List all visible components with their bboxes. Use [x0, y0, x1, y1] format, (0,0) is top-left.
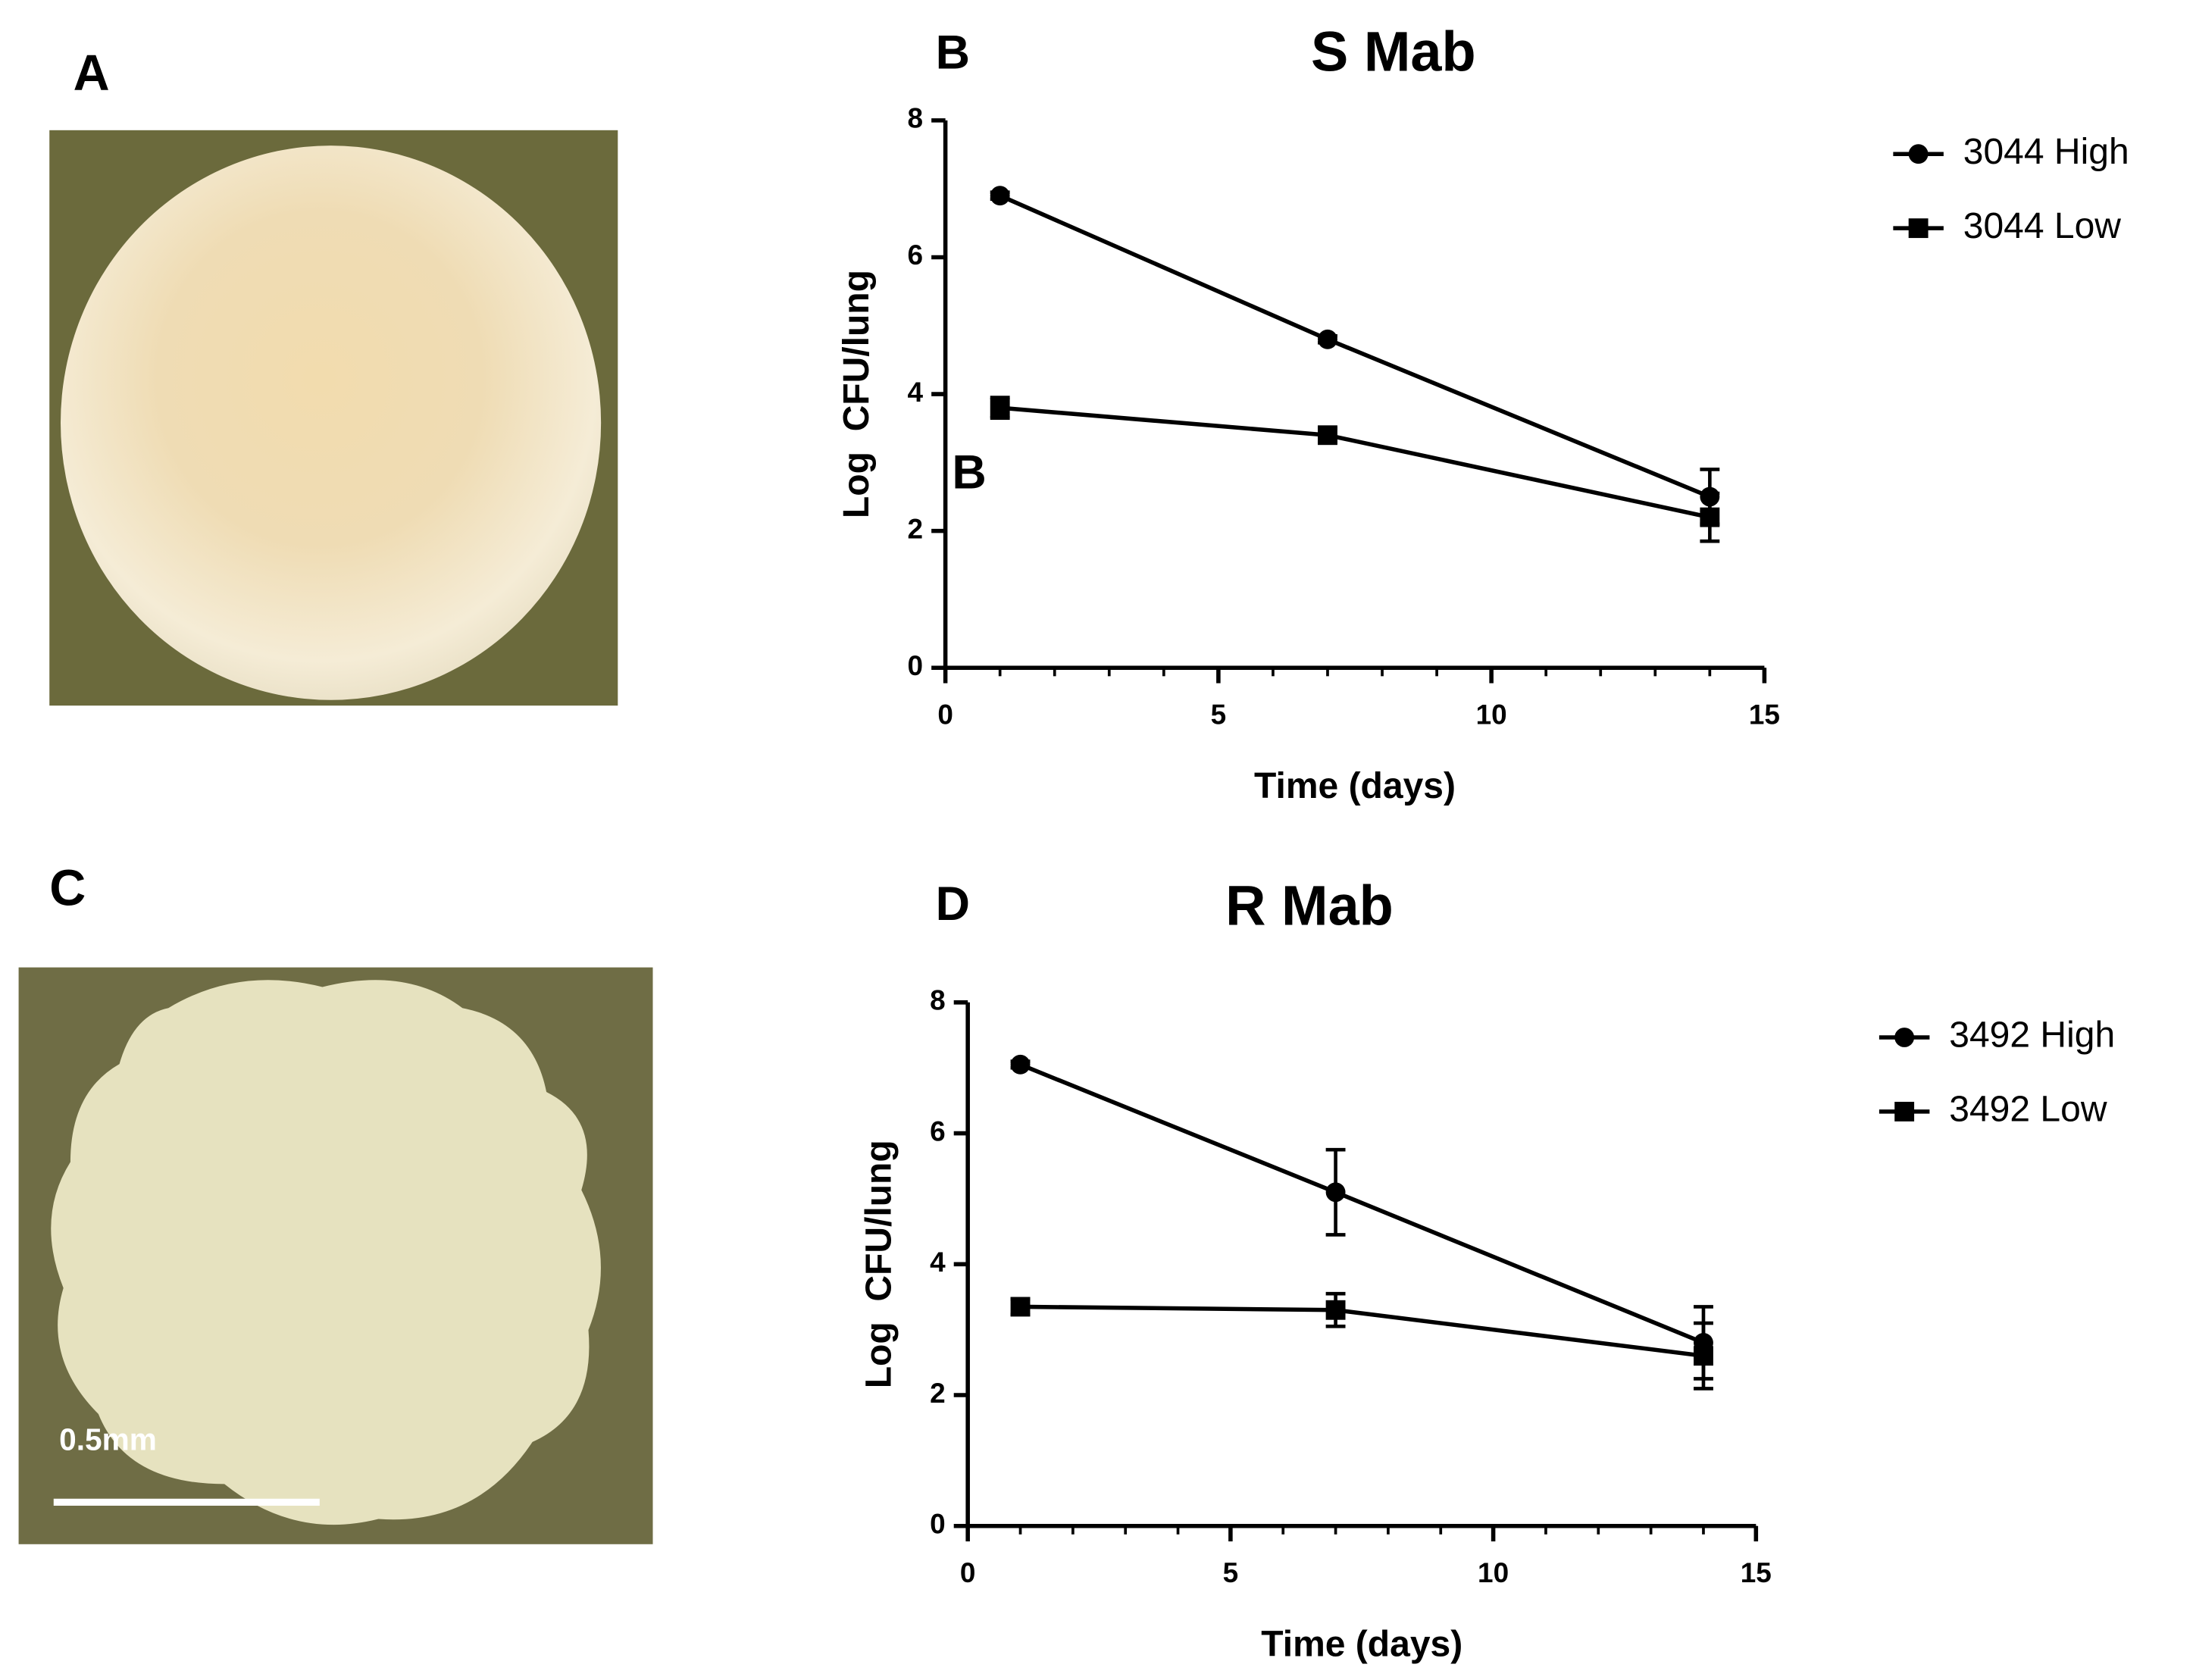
marker: [1908, 144, 1929, 164]
x-axis-label: Time (days): [1261, 1624, 1462, 1664]
series-line: [1019, 1062, 1705, 1345]
y-tick-label: 6: [930, 1115, 946, 1147]
marker: [1908, 218, 1929, 239]
x-tick-label: 15: [1749, 699, 1780, 731]
y-tick-label: 8: [930, 985, 946, 1016]
x-tick-label: 5: [1223, 1557, 1239, 1588]
chart-title: S Mab: [1311, 20, 1476, 83]
legend-label: 3492 High: [1949, 1015, 2115, 1056]
y-tick-label: 0: [930, 1509, 946, 1540]
x-tick-label: 10: [1476, 699, 1507, 731]
marker: [1325, 1300, 1346, 1320]
marker: [1894, 1028, 1915, 1047]
marker: [1694, 1346, 1713, 1366]
marker: [1700, 507, 1720, 527]
colony-smooth: [61, 145, 602, 700]
marker: [1894, 1101, 1915, 1122]
scale-bar-label: 0.5mm: [59, 1422, 157, 1457]
chart-title: R Mab: [1225, 874, 1394, 937]
x-tick-label: 10: [1478, 1557, 1509, 1588]
y-tick-label: 8: [908, 103, 924, 134]
panel-label: B: [936, 26, 970, 79]
colony-rough: [51, 980, 601, 1525]
marker: [1010, 1297, 1031, 1317]
y-tick-label: 0: [908, 650, 924, 681]
legend-label: 3492 Low: [1949, 1090, 2107, 1130]
panel-label: A: [74, 45, 110, 102]
y-axis-label: Log CFU/lung: [859, 1140, 899, 1388]
y-tick-label: 4: [908, 377, 924, 408]
panel-label: C: [49, 860, 86, 916]
marker: [990, 186, 1010, 206]
legend-label: 3044 High: [1963, 132, 2129, 172]
x-tick-label: 5: [1211, 699, 1227, 731]
y-tick-label: 2: [930, 1378, 946, 1409]
marker: [990, 398, 1010, 418]
series-line: [1020, 1304, 1704, 1358]
panel-label: D: [936, 878, 970, 931]
y-tick-label: 4: [930, 1247, 946, 1278]
y-tick-label: 6: [908, 239, 924, 271]
legend-label: 3044 Low: [1963, 206, 2122, 246]
marker: [1318, 425, 1337, 446]
series-line: [999, 193, 1711, 499]
x-tick-label: 15: [1741, 1557, 1772, 1588]
y-tick-label: 2: [908, 513, 924, 544]
y-axis-label: Log CFU/lung: [837, 270, 877, 518]
marker: [1325, 1182, 1346, 1203]
annotation: B: [952, 446, 986, 499]
x-axis-label: Time (days): [1254, 766, 1456, 806]
series-line: [999, 405, 1710, 520]
marker: [1010, 1054, 1031, 1075]
x-tick-label: 0: [960, 1557, 976, 1588]
x-tick-label: 0: [937, 699, 953, 731]
marker: [1318, 329, 1337, 349]
